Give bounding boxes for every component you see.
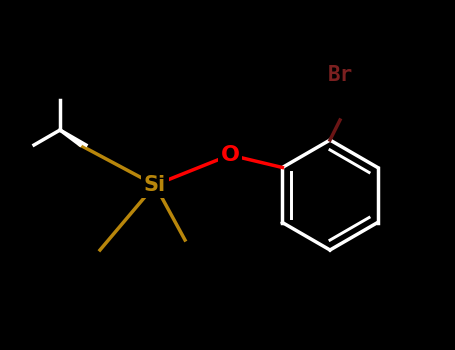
Text: Si: Si	[144, 175, 166, 195]
Text: Br: Br	[328, 65, 353, 85]
Text: O: O	[221, 145, 239, 165]
